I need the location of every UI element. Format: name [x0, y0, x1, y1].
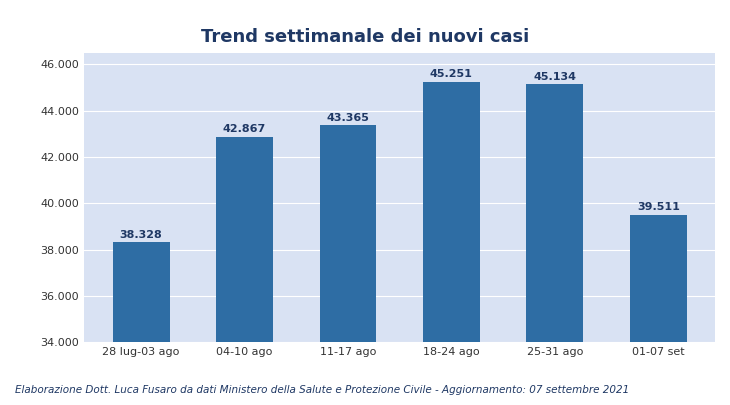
Text: Trend settimanale dei nuovi casi: Trend settimanale dei nuovi casi — [201, 28, 529, 46]
Text: 43.365: 43.365 — [326, 113, 369, 123]
Bar — [216, 137, 273, 405]
Text: 39.511: 39.511 — [637, 202, 680, 212]
Bar — [630, 215, 687, 405]
Text: 42.867: 42.867 — [223, 124, 266, 134]
Bar — [526, 84, 583, 405]
Text: 38.328: 38.328 — [120, 230, 163, 240]
Bar — [112, 242, 169, 405]
Bar — [320, 125, 377, 405]
Text: 45.251: 45.251 — [430, 69, 473, 79]
Text: 45.134: 45.134 — [534, 72, 576, 82]
Text: Elaborazione Dott. Luca Fusaro da dati Ministero della Salute e Protezione Civil: Elaborazione Dott. Luca Fusaro da dati M… — [15, 385, 629, 395]
Bar — [423, 81, 480, 405]
